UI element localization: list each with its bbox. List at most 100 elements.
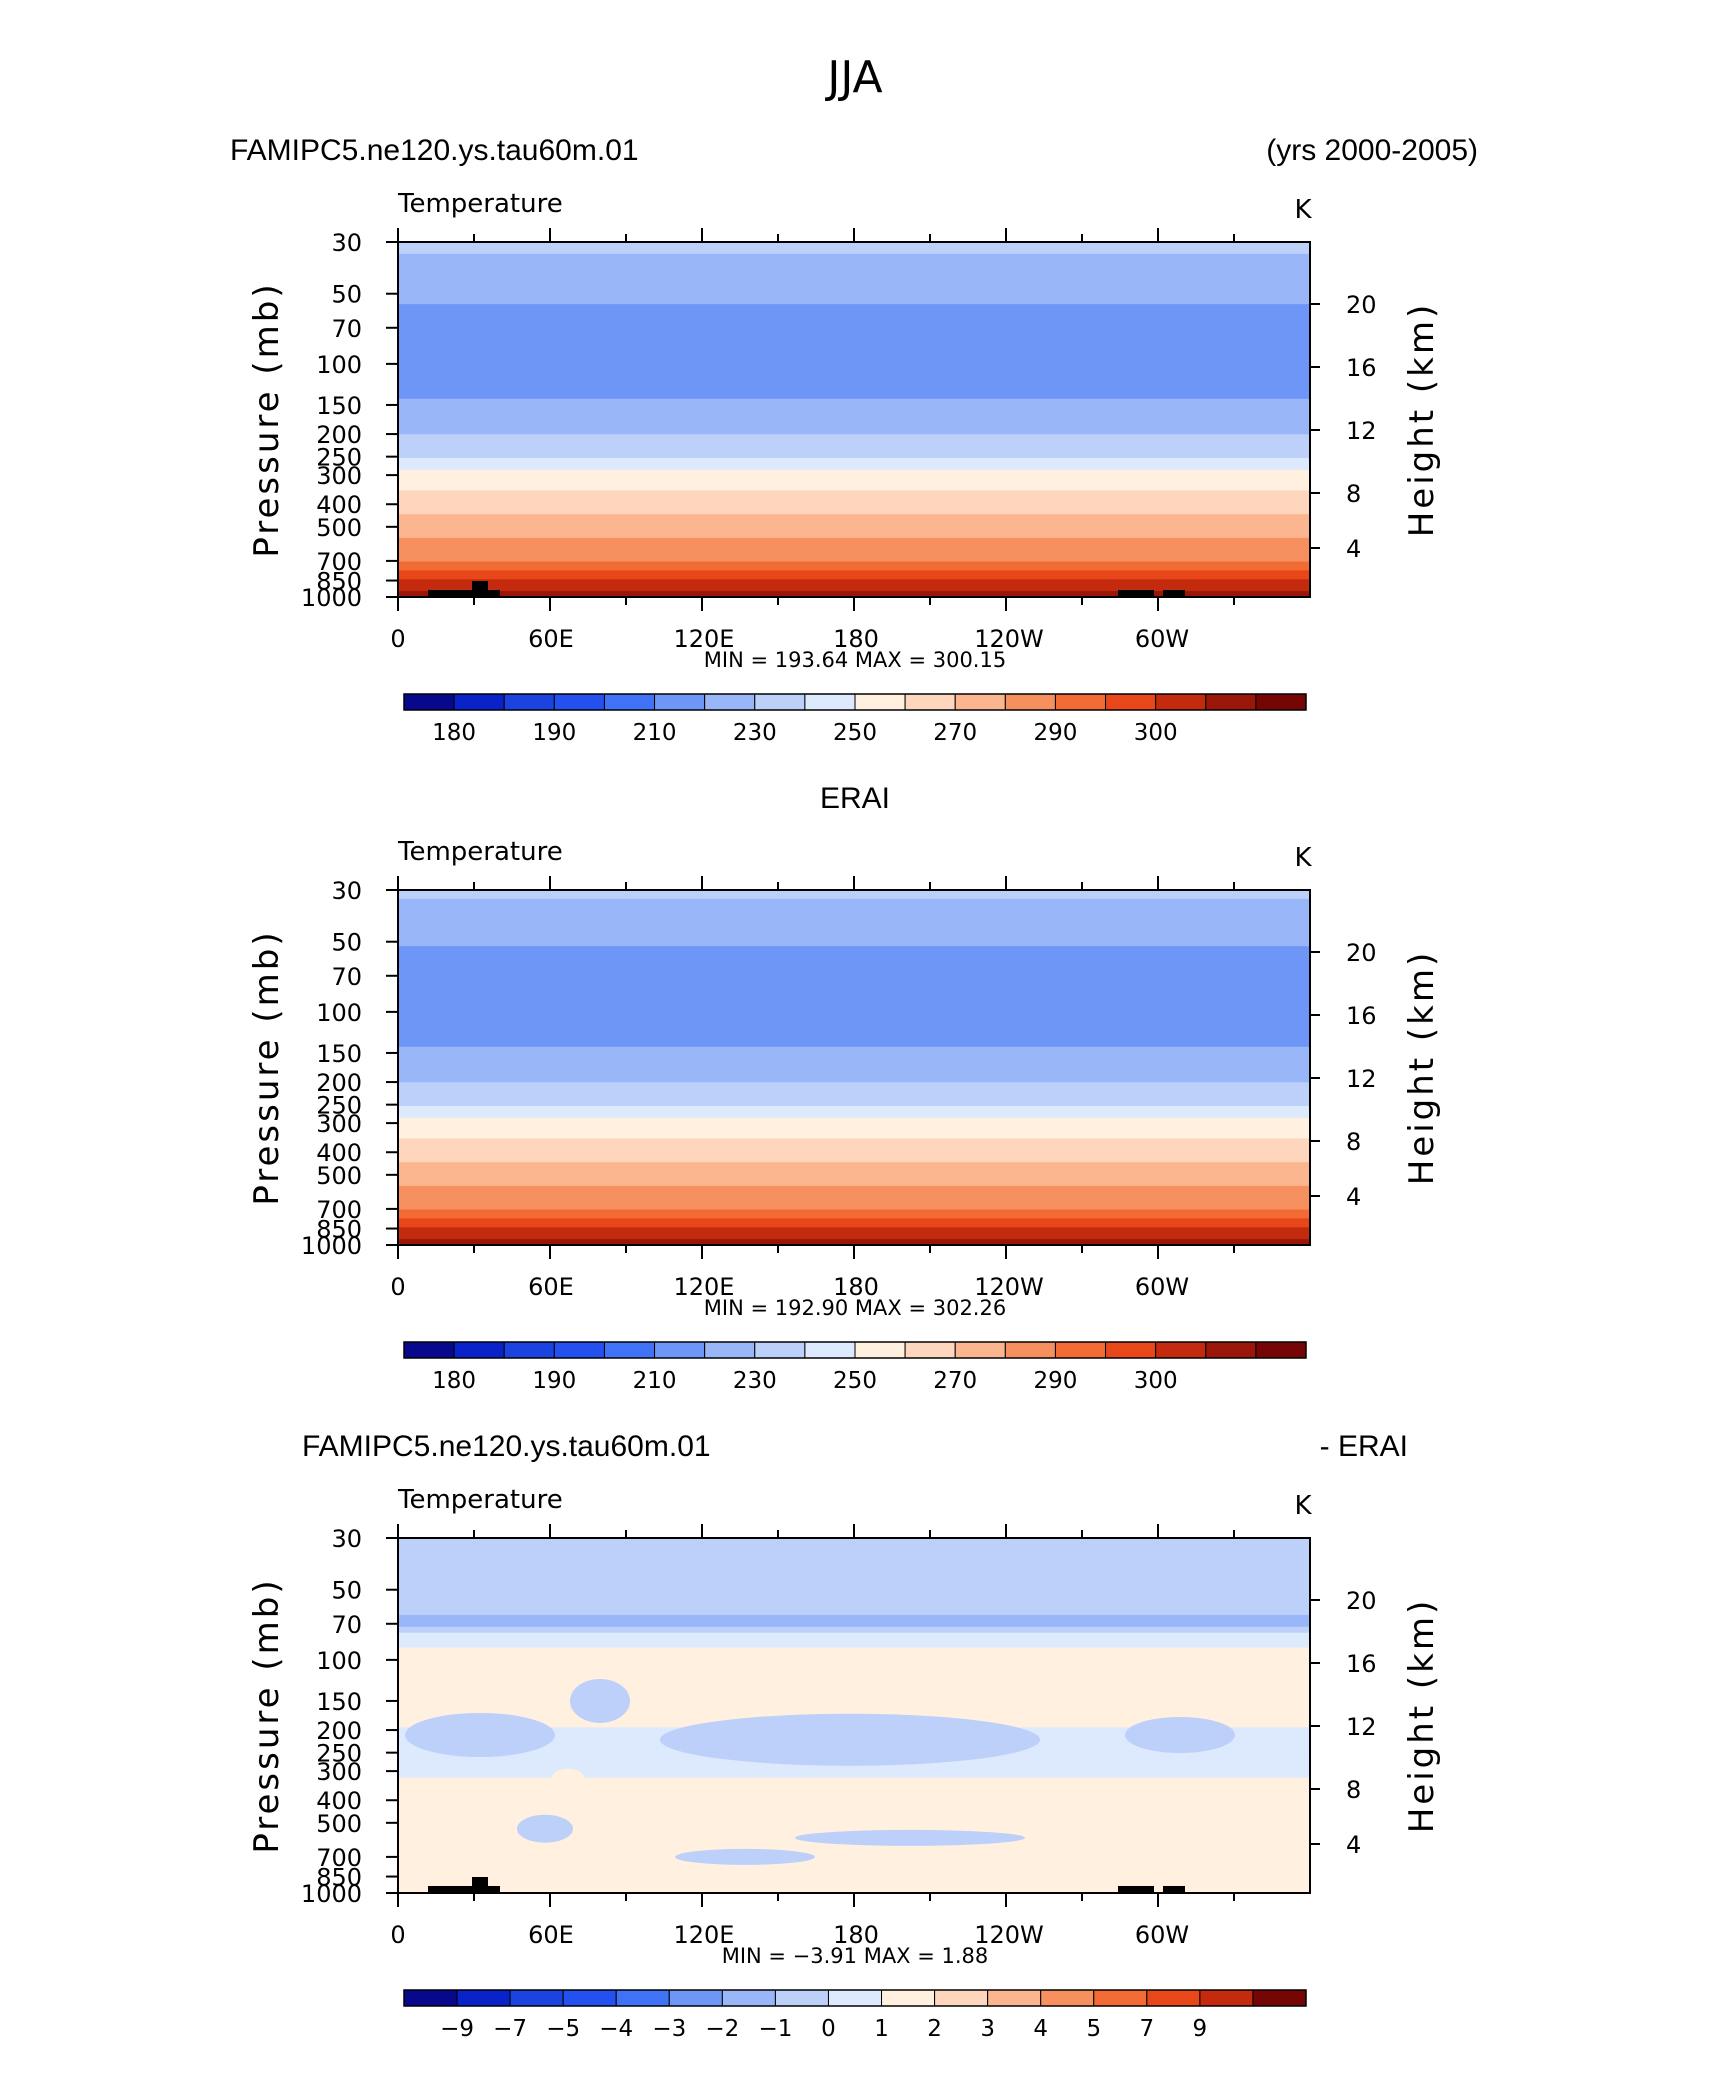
colorbar-box (1004, 1341, 1056, 1359)
contour-band (398, 1076, 1310, 1080)
pressure-tick-label: 250 (316, 1092, 362, 1120)
contour-band (398, 1774, 1310, 1779)
colorbar-box (1199, 1989, 1254, 2007)
height-tick-label: 4 (1346, 1183, 1361, 1211)
contour-band (398, 259, 1310, 264)
contour-band (398, 1650, 1310, 1654)
colorbar: −9 −7 −5 −4 −3 −2 −1 0 1 2 3 4 5 7 9 (403, 1989, 1307, 2042)
x-tick-label: 60E (528, 1921, 574, 1949)
contour-band (398, 1185, 1310, 1190)
contour-band (398, 1795, 1310, 1799)
contour-band (398, 466, 1310, 471)
contour-band (398, 277, 1310, 282)
pressure-tick-label: 50 (331, 281, 362, 309)
contour-band (398, 1688, 1310, 1693)
contour-band (398, 369, 1310, 373)
contour-band (398, 1552, 1310, 1557)
contour-band (398, 431, 1310, 435)
contour-band (398, 558, 1310, 563)
contour-band (398, 452, 1310, 456)
contour-band (398, 1706, 1310, 1711)
contour-band (398, 892, 1310, 897)
contour-band (398, 949, 1310, 953)
pressure-tick-label: 700 (316, 1196, 362, 1224)
height-tick-label: 16 (1346, 354, 1377, 382)
land-mask (1118, 1886, 1154, 1893)
colorbar-label: 4 (1033, 2016, 1048, 2042)
pressure-tick-label: 50 (331, 929, 362, 957)
contour-band (398, 1191, 1310, 1196)
contour-band (398, 966, 1310, 971)
contour-band (398, 1611, 1310, 1616)
contour-band (398, 271, 1310, 276)
colorbar-box (904, 693, 956, 711)
colorbar-box (1155, 693, 1207, 711)
contour-band (398, 996, 1310, 1001)
contour-band (398, 937, 1310, 941)
contour-band (398, 256, 1310, 261)
x-tick-label: 120E (674, 625, 735, 653)
contour-band (398, 1017, 1310, 1021)
height-tick-label: 8 (1346, 480, 1361, 508)
contour-band (398, 931, 1310, 935)
land-mask (472, 581, 488, 597)
contour-band (398, 1561, 1310, 1566)
contour-band (398, 1114, 1310, 1119)
contour-band (398, 1848, 1310, 1853)
x-tick-label: 60W (1135, 1273, 1189, 1301)
contour-band (398, 517, 1310, 521)
contour-band (398, 543, 1310, 548)
contour-band (398, 890, 1310, 894)
contour-band (398, 307, 1310, 311)
colorbar-frame (403, 693, 1307, 711)
contour-band (398, 437, 1310, 441)
height-tick-label: 4 (1346, 1831, 1361, 1859)
contour-band (398, 1798, 1310, 1802)
contour-band (398, 1594, 1310, 1598)
contour-band (398, 1179, 1310, 1184)
contour-band (398, 987, 1310, 992)
contour-band (398, 534, 1310, 539)
contour-band (398, 1147, 1310, 1151)
contour-band (398, 1709, 1310, 1714)
contour-band (398, 919, 1310, 924)
colorbar-box (403, 693, 455, 711)
contour-band (398, 999, 1310, 1004)
contour-band (398, 398, 1310, 403)
contour-band (398, 1088, 1310, 1092)
contour-band (398, 250, 1310, 255)
x-tick-label: 120W (974, 1273, 1044, 1301)
contour-band (398, 520, 1310, 524)
contour-band (398, 1117, 1310, 1122)
contour-band (398, 265, 1310, 270)
contour-band (398, 922, 1310, 927)
colorbar-box (804, 693, 856, 711)
contour-band (398, 1682, 1310, 1687)
contour-band (398, 955, 1310, 959)
contour-band (398, 1203, 1310, 1208)
pressure-tick-label: 1000 (301, 584, 362, 612)
contour-band (398, 1100, 1310, 1104)
x-tick-label: 0 (390, 1921, 405, 1949)
contour-band (398, 1097, 1310, 1101)
colorbar-label: 230 (733, 720, 777, 746)
contour-band (398, 1869, 1310, 1873)
contour-band (398, 579, 1310, 583)
anomaly-contour (1125, 1717, 1235, 1754)
land-mask (428, 590, 500, 597)
contour-band (398, 1055, 1310, 1060)
contour-band (398, 1783, 1310, 1788)
x-axis: 0 60E 120E 180 120W 60W (390, 1524, 1235, 1949)
colorbar-label: −7 (493, 2016, 527, 2042)
contour-band (398, 419, 1310, 424)
contour-band (398, 1094, 1310, 1098)
contour-band (398, 502, 1310, 506)
contour-band (398, 1549, 1310, 1554)
contour-band (398, 1227, 1310, 1231)
contour-band (398, 511, 1310, 515)
colorbar-box (1255, 693, 1307, 711)
contour-band (398, 283, 1310, 287)
contour-band (398, 1043, 1310, 1048)
contour-band (398, 573, 1310, 577)
